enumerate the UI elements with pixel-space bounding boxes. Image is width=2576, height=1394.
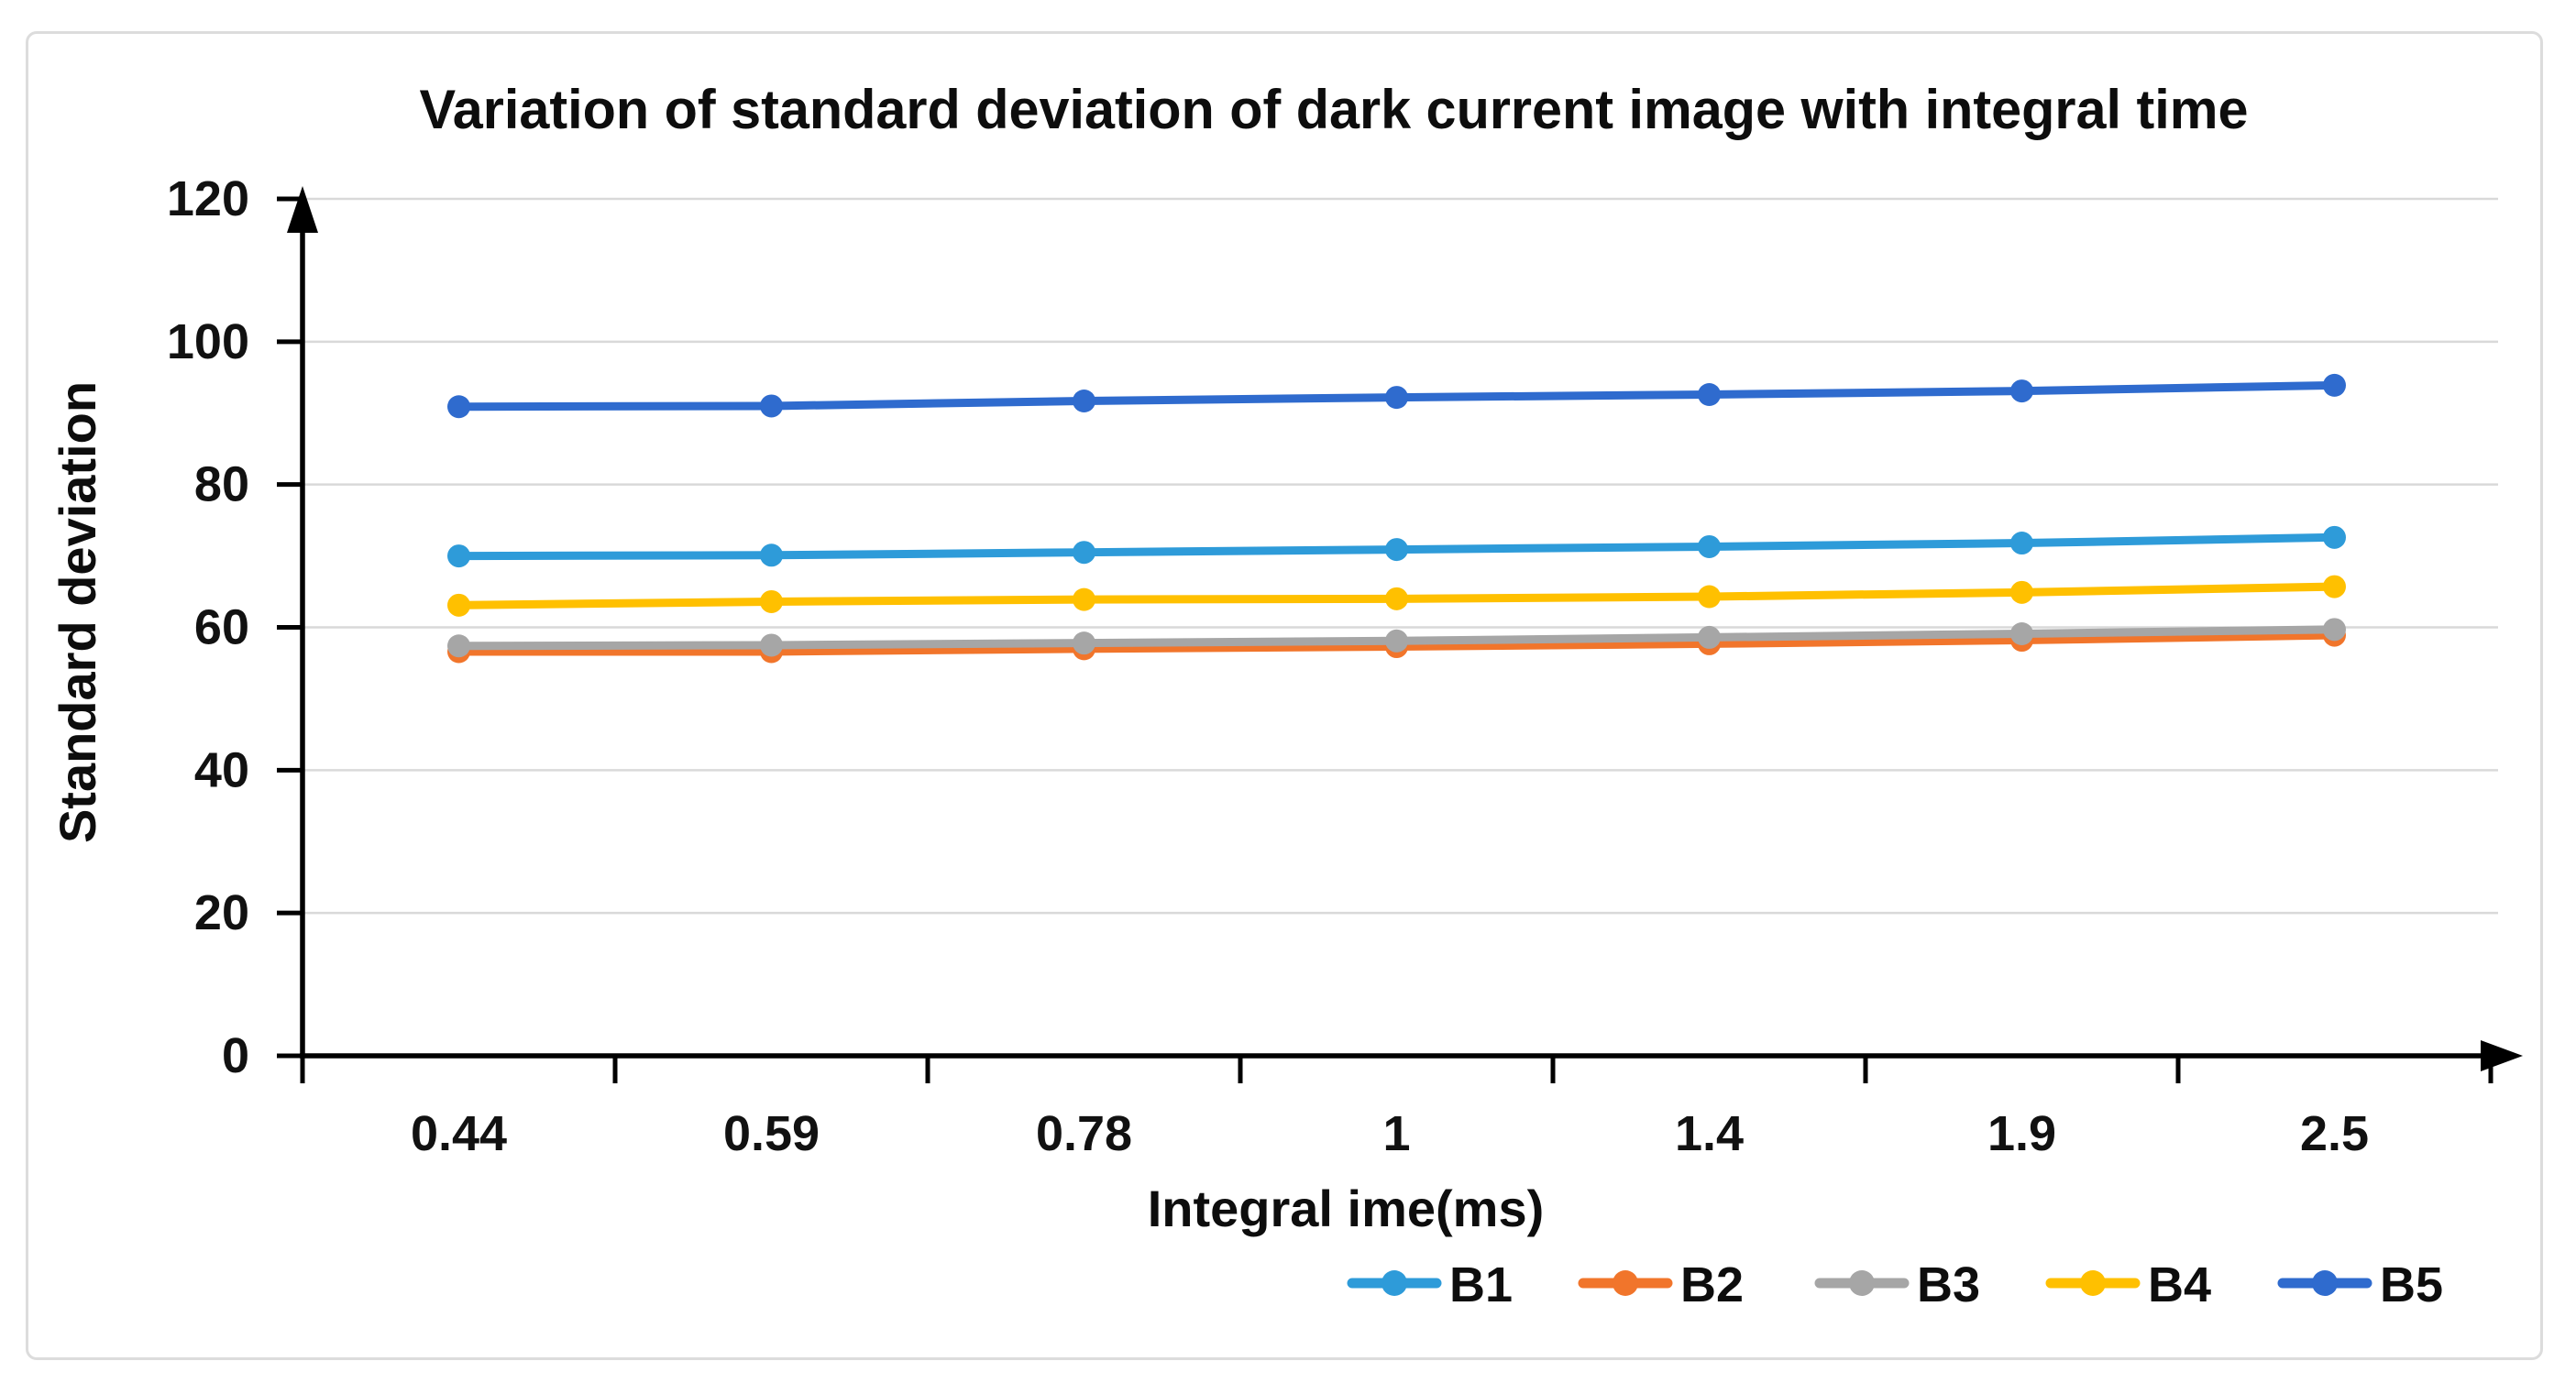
series-lines (447, 373, 2346, 664)
data-point-B1-1.9 (2010, 532, 2033, 555)
legend: B1 B2 B3 B4 B5 (1347, 1257, 2443, 1312)
x-axis-title: Integral ime(ms) (1148, 1180, 1545, 1237)
data-point-B5-0.78 (1073, 390, 1095, 413)
data-point-B4-2.5 (2323, 575, 2346, 598)
legend-item-B3: B3 (1814, 1257, 1980, 1312)
data-point-B3-0.78 (1073, 631, 1095, 655)
legend-label-B4: B4 (2148, 1257, 2211, 1312)
data-point-B5-0.44 (447, 395, 470, 419)
gridlines (303, 197, 2498, 915)
x-axis-arrowhead (2481, 1040, 2523, 1071)
legend-label-B1: B1 (1449, 1257, 1513, 1312)
data-point-B4-1.9 (2010, 580, 2033, 604)
series-B3 (447, 618, 2346, 658)
y-tick-label-100: 100 (167, 314, 249, 369)
data-point-B3-1.9 (2010, 622, 2033, 646)
y-axis-title: Standard deviation (49, 381, 106, 843)
x-tick-label-1.4: 1.4 (1675, 1106, 1744, 1161)
x-tick-label-1: 1 (1382, 1106, 1410, 1161)
tick-labels: 0 20 40 60 80 100 120 0.44 0.59 0.78 1 1.4 1.9 2.5 (167, 171, 2369, 1161)
legend-marker-B5 (2312, 1270, 2338, 1296)
data-point-B3-2.5 (2323, 618, 2346, 642)
data-point-B4-1.4 (1698, 585, 1721, 609)
y-axis-arrowhead (287, 186, 318, 233)
series-B4 (447, 575, 2346, 617)
legend-label-B5: B5 (2380, 1257, 2443, 1312)
data-point-B5-0.59 (760, 394, 783, 418)
series-B1 (447, 525, 2346, 568)
data-point-B1-0.44 (447, 544, 470, 568)
x-tick-label-0.78: 0.78 (1036, 1106, 1132, 1161)
data-point-B4-0.78 (1073, 587, 1095, 611)
data-point-B3-0.44 (447, 634, 470, 658)
data-point-B5-1.4 (1698, 382, 1721, 406)
legend-label-B2: B2 (1680, 1257, 1744, 1312)
data-point-B5-2.5 (2323, 373, 2346, 397)
data-point-B5-1.9 (2010, 379, 2033, 403)
data-point-B1-1 (1385, 538, 1408, 562)
data-point-B5-1 (1385, 386, 1408, 410)
data-point-B1-2.5 (2323, 525, 2346, 549)
y-tick-label-40: 40 (194, 742, 249, 797)
data-point-B3-1.4 (1698, 625, 1721, 649)
legend-item-B1: B1 (1347, 1257, 1513, 1312)
data-point-B3-0.59 (760, 633, 783, 657)
data-point-B4-0.44 (447, 593, 470, 617)
y-tick-label-20: 20 (194, 885, 249, 940)
legend-item-B4: B4 (2045, 1257, 2211, 1312)
y-tick-label-80: 80 (194, 457, 249, 512)
data-point-B1-0.59 (760, 543, 783, 567)
figure-frame (26, 31, 2543, 1360)
x-tick-label-0.44: 0.44 (411, 1106, 507, 1161)
legend-marker-B3 (1849, 1270, 1875, 1296)
legend-marker-B2 (1613, 1270, 1638, 1296)
legend-label-B3: B3 (1917, 1257, 1980, 1312)
legend-item-B2: B2 (1578, 1257, 1744, 1312)
y-tick-label-0: 0 (222, 1028, 249, 1083)
data-point-B4-0.59 (760, 589, 783, 613)
tick-marks (277, 196, 2493, 1083)
chart-title: Variation of standard deviation of dark … (420, 79, 2249, 140)
data-point-B4-1 (1385, 587, 1408, 610)
data-point-B3-1 (1385, 629, 1408, 653)
y-tick-label-120: 120 (167, 171, 249, 226)
x-tick-label-2.5: 2.5 (2300, 1106, 2369, 1161)
legend-marker-B1 (1382, 1270, 1407, 1296)
series-B5 (447, 373, 2346, 419)
x-tick-label-0.59: 0.59 (723, 1106, 820, 1161)
legend-item-B5: B5 (2277, 1257, 2443, 1312)
data-point-B1-0.78 (1073, 541, 1095, 565)
axes (287, 186, 2523, 1071)
x-tick-label-1.9: 1.9 (1987, 1106, 2056, 1161)
y-tick-label-60: 60 (194, 600, 249, 655)
data-point-B1-1.4 (1698, 534, 1721, 558)
legend-marker-B4 (2080, 1270, 2106, 1296)
